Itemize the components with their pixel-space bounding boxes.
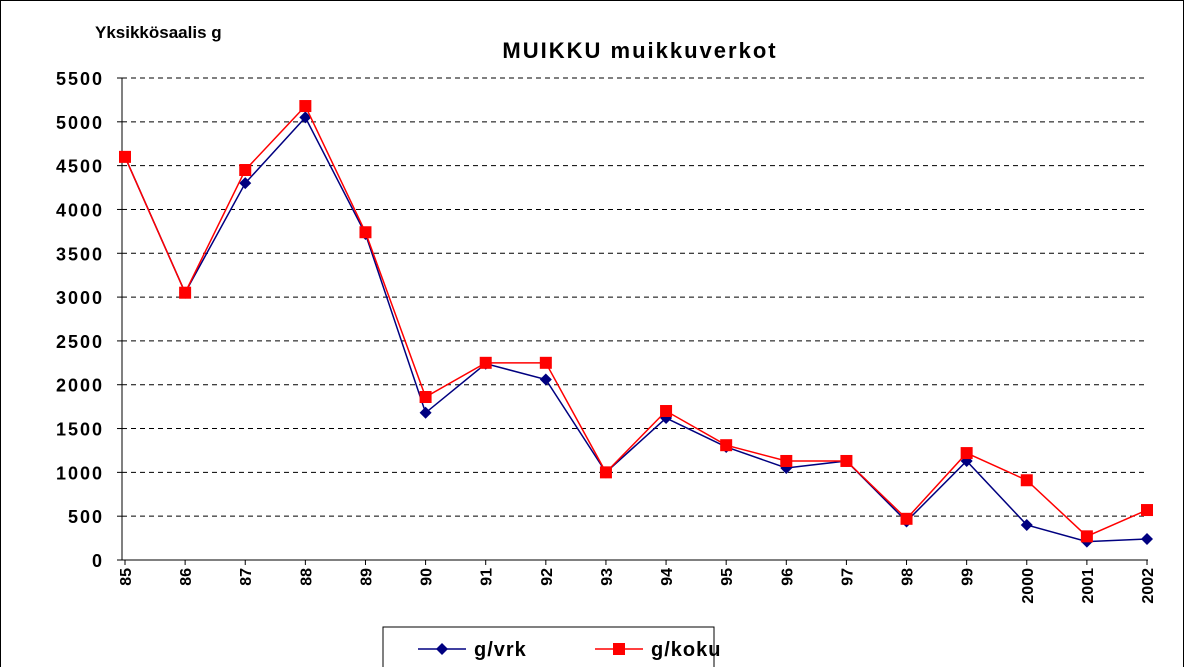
point-marker [780, 454, 793, 467]
point-marker [479, 356, 492, 369]
point-marker [840, 454, 853, 467]
y-tick-label: 500 [68, 507, 104, 527]
point-marker [1020, 518, 1033, 531]
series-line [124, 116, 1148, 543]
point-marker [1141, 504, 1153, 517]
y-tick-label: 1500 [56, 420, 104, 440]
point-marker [1141, 532, 1153, 545]
y-tick-label: 3000 [56, 288, 104, 308]
point-marker [900, 512, 913, 525]
x-tick-label: 86 [178, 568, 195, 586]
x-tick-label: 98 [900, 568, 917, 586]
x-tick-label: 2000 [1020, 568, 1037, 604]
x-tick-label: 87 [238, 568, 255, 586]
y-tick-label: 5500 [56, 69, 104, 89]
legend-label: g/vrk [474, 639, 527, 661]
y-tick-label: 1000 [56, 463, 104, 483]
x-tick-label: 89 [358, 568, 375, 586]
point-marker [660, 405, 673, 418]
y-tick-label: 4500 [56, 157, 104, 177]
x-tick-label: 2002 [1140, 568, 1157, 604]
x-tick-label: 97 [839, 568, 856, 586]
point-marker [419, 406, 432, 419]
point-marker [539, 356, 552, 369]
point-marker [299, 100, 312, 113]
x-tick-label: 96 [779, 568, 796, 586]
y-axis-label: Yksikkösaalis g [95, 23, 222, 42]
point-marker [1080, 530, 1093, 543]
point-marker [539, 373, 552, 386]
point-marker [119, 150, 131, 163]
series-line [124, 104, 1148, 538]
x-tick-label: 2001 [1080, 568, 1097, 604]
point-marker [239, 164, 252, 177]
point-marker [599, 466, 612, 479]
y-tick-label: 3500 [56, 244, 104, 264]
legend-label: g/koku [651, 639, 721, 661]
x-tick-label: 92 [539, 568, 556, 586]
x-tick-label: 88 [298, 568, 315, 586]
point-marker [419, 390, 432, 403]
chart-title: MUIKKU muikkuverkot [502, 38, 777, 63]
y-tick-label: 2500 [56, 332, 104, 352]
y-tick-label: 0 [92, 551, 104, 571]
point-marker [239, 177, 252, 190]
point-marker [359, 226, 372, 239]
x-tick-label: 94 [659, 568, 676, 586]
legend-marker [436, 643, 448, 655]
y-tick-label: 4000 [56, 200, 104, 220]
x-tick-label: 85 [118, 568, 135, 586]
x-tick-label: 93 [599, 568, 616, 586]
x-tick-label: 99 [960, 568, 977, 586]
y-tick-label: 2000 [56, 376, 104, 396]
point-marker [1020, 474, 1033, 487]
point-marker [720, 439, 733, 452]
point-marker [179, 286, 192, 299]
point-marker [960, 447, 973, 460]
y-tick-label: 5000 [56, 113, 104, 133]
point-marker [299, 111, 312, 124]
x-tick-label: 95 [719, 568, 736, 586]
x-tick-label: 91 [479, 568, 496, 586]
x-tick-label: 90 [419, 568, 436, 586]
legend-marker [613, 643, 625, 655]
